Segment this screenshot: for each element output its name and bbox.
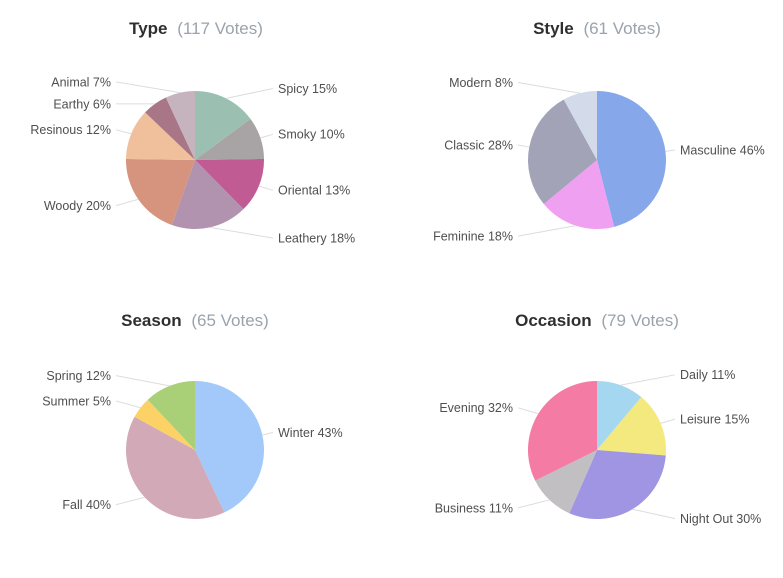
- pie-slice-feminine[interactable]: [543, 160, 615, 229]
- occasion-pie-chart: Daily 11% Leisure 15% Night Out 30% Busines…: [435, 368, 762, 526]
- leader-line: [115, 400, 141, 409]
- pie-slice-fall[interactable]: [125, 416, 225, 519]
- chart-title-text: Season: [121, 310, 182, 330]
- style-pie-chart: Masculine 46% Feminine 18% Classic 28% Mode…: [433, 76, 765, 244]
- slice-label-modern: Modern 8%: [449, 76, 513, 90]
- chart-title-occasion: Occasion (79 Votes): [515, 311, 679, 331]
- slice-label-business: Business 11%: [435, 501, 513, 515]
- leader-line: [115, 496, 145, 506]
- pie-slice-smoky[interactable]: [195, 118, 264, 160]
- type-pie-chart: Spicy 15% Smoky 10% Oriental 13% Leathery 1…: [30, 75, 355, 245]
- pie-slice-resinous[interactable]: [126, 112, 195, 160]
- slice-label-animal: Animal 7%: [51, 75, 111, 89]
- pie-slice-summer[interactable]: [134, 399, 195, 450]
- season-pie-chart: Winter 43% Fall 40% Summer 5% Spring 12%: [42, 369, 343, 519]
- slice-label-classic: Classic 28%: [444, 138, 513, 152]
- pie-slice-daily[interactable]: [597, 381, 642, 450]
- pie-slice-earthy[interactable]: [145, 97, 195, 160]
- leader-line: [115, 198, 139, 207]
- chart-votes-text: (117 Votes): [177, 18, 263, 38]
- pie-slice-spring[interactable]: [147, 381, 195, 450]
- slice-label-oriental: Oriental 13%: [278, 184, 350, 198]
- pie-slice-modern[interactable]: [563, 91, 597, 160]
- leader-line: [225, 88, 274, 99]
- leader-line: [620, 374, 676, 386]
- leader-line: [517, 499, 550, 509]
- chart-votes-text: (61 Votes): [583, 18, 661, 38]
- pie-slice-spicy[interactable]: [195, 91, 251, 160]
- leader-line: [660, 418, 676, 424]
- chart-title-text: Style: [533, 18, 574, 38]
- slice-label-spring: Spring 12%: [46, 369, 111, 383]
- leader-line: [209, 226, 274, 239]
- pie-slice-evening[interactable]: [528, 381, 597, 481]
- leader-line: [517, 225, 576, 237]
- leader-line: [115, 81, 181, 94]
- leader-line: [517, 82, 580, 94]
- pie-slice-classic[interactable]: [527, 99, 597, 204]
- slice-label-night-out: Night Out 30%: [680, 512, 761, 526]
- leader-line: [632, 508, 676, 520]
- slice-label-resinous: Resinous 12%: [30, 123, 111, 137]
- slice-label-masculine: Masculine 46%: [680, 143, 765, 157]
- leader-line: [262, 432, 274, 436]
- chart-title-style: Style (61 Votes): [533, 19, 661, 39]
- pie-slice-animal[interactable]: [165, 91, 195, 160]
- pie-slice-night-out[interactable]: [569, 450, 666, 519]
- leader-line: [260, 133, 274, 139]
- chart-title-text: Type: [129, 18, 168, 38]
- chart-votes-text: (79 Votes): [601, 310, 679, 330]
- chart-title-season: Season (65 Votes): [121, 311, 269, 331]
- leader-line: [115, 375, 170, 387]
- slice-label-fall: Fall 40%: [62, 498, 111, 512]
- pie-slice-woody[interactable]: [126, 158, 195, 225]
- pie-slice-leisure[interactable]: [597, 397, 666, 456]
- leader-line: [258, 185, 274, 191]
- pie-slice-masculine[interactable]: [597, 91, 666, 227]
- slice-label-summer: Summer 5%: [42, 394, 111, 408]
- slice-label-leathery: Leathery 18%: [278, 231, 355, 245]
- slice-label-earthy: Earthy 6%: [53, 97, 111, 111]
- pie-slice-leathery[interactable]: [171, 160, 244, 230]
- leader-line: [665, 149, 676, 152]
- pie-slice-oriental[interactable]: [195, 158, 264, 210]
- slice-label-woody: Woody 20%: [44, 199, 111, 213]
- slice-label-smoky: Smoky 10%: [278, 128, 345, 142]
- slice-label-feminine: Feminine 18%: [433, 229, 513, 243]
- leader-line: [517, 407, 539, 415]
- slice-label-spicy: Spicy 15%: [278, 82, 337, 96]
- leader-line: [115, 129, 132, 135]
- chart-title-type: Type (117 Votes): [129, 19, 263, 39]
- slice-label-daily: Daily 11%: [680, 368, 735, 382]
- slice-label-leisure: Leisure 15%: [680, 412, 750, 426]
- chart-votes-text: (65 Votes): [191, 310, 269, 330]
- pie-slice-winter[interactable]: [195, 381, 264, 513]
- leader-line: [517, 144, 530, 148]
- pie-slice-business[interactable]: [535, 450, 597, 514]
- chart-title-text: Occasion: [515, 310, 592, 330]
- slice-label-winter: Winter 43%: [278, 426, 343, 440]
- slice-label-evening: Evening 32%: [439, 401, 513, 415]
